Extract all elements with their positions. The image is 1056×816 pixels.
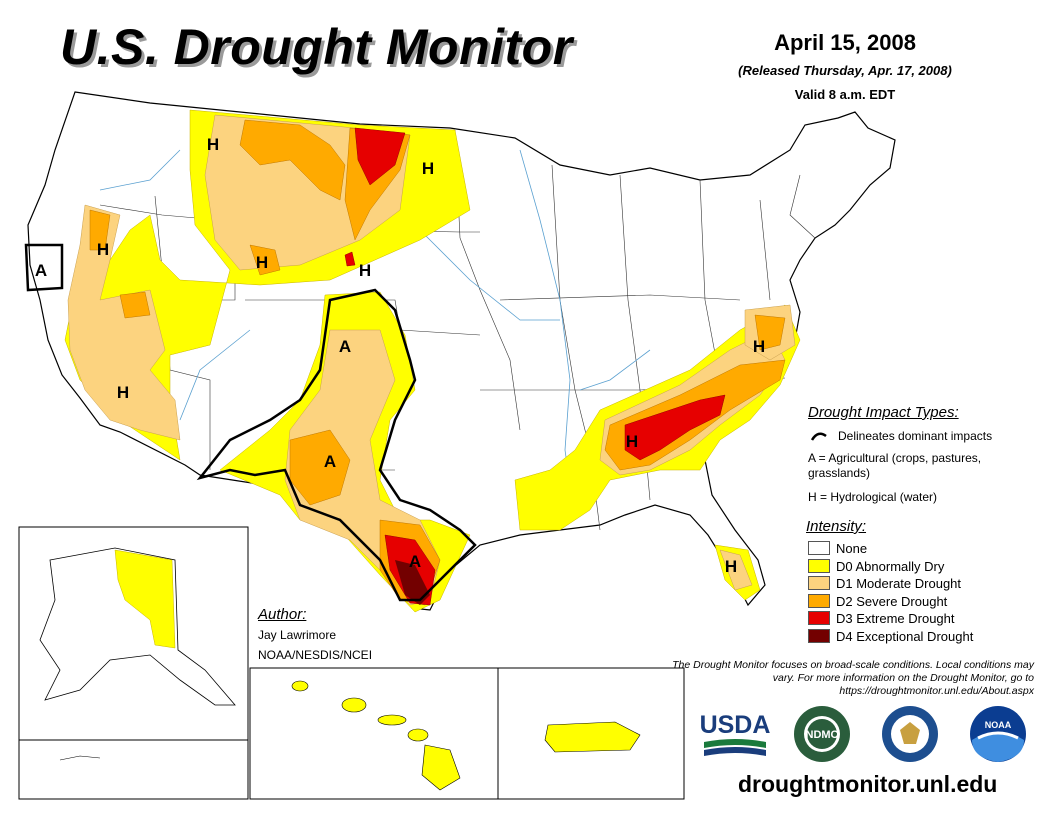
legend-item: D3 Extreme Drought <box>808 611 955 627</box>
impact-boundaries <box>24 243 477 602</box>
usda-logo: USDA <box>700 711 770 756</box>
legend-item: D2 Severe Drought <box>808 593 948 610</box>
impact-label: H <box>753 337 765 356</box>
impact-hydrological: H = Hydrological (water) <box>808 490 938 504</box>
impact-label: H <box>359 261 371 280</box>
legend-swatch <box>808 593 830 608</box>
impact-label: H <box>422 159 434 178</box>
legend-swatch <box>808 558 830 573</box>
d4-areas <box>395 560 430 605</box>
valid-time: Valid 8 a.m. EDT <box>794 87 896 102</box>
impact-label: A <box>324 452 336 471</box>
svg-text:NDMC: NDMC <box>806 729 839 741</box>
legend-label: D1 Moderate Drought <box>836 576 962 592</box>
legend-item: D0 Abnormally Dry <box>808 558 945 575</box>
commerce-seal <box>882 706 938 762</box>
ndmc-logo: NDMC <box>794 706 850 762</box>
legend-label: D3 Extreme Drought <box>836 611 955 627</box>
intensity-title: Intensity: <box>806 518 867 535</box>
impact-label: H <box>97 240 109 259</box>
impact-agricultural: A = Agricultural (crops, pastures, grass… <box>808 451 982 480</box>
alaska-d0 <box>114 549 176 649</box>
legend-swatch <box>808 541 830 555</box>
svg-text:NOAA: NOAA <box>985 720 1012 730</box>
legend-item: None <box>808 541 867 557</box>
impact-label: A <box>409 552 421 571</box>
legend-item: D1 Moderate Drought <box>808 576 961 592</box>
alaska-inset <box>18 526 249 800</box>
puerto-rico-inset <box>497 667 685 800</box>
impact-labels: H H H H H H H H H A A A A <box>35 135 765 576</box>
info-note: The Drought Monitor focuses on broad-sca… <box>672 659 1034 697</box>
page-title: U.S. Drought Monitor <box>60 19 573 75</box>
noaa-logo: NOAA <box>970 706 1026 762</box>
legend-label: D0 Abnormally Dry <box>836 558 945 574</box>
site-url: droughtmonitor.unl.edu <box>738 771 998 797</box>
legend-swatch <box>808 576 830 591</box>
legend-swatch <box>808 611 830 626</box>
legend-label: None <box>836 541 868 556</box>
impact-line-text: Delineates dominant impacts <box>838 429 993 443</box>
impact-label: H <box>256 253 268 272</box>
impact-label: H <box>725 557 737 576</box>
legend-label: D2 Severe Drought <box>836 593 948 609</box>
hawaii-inset <box>249 667 499 800</box>
impact-label: H <box>117 383 129 402</box>
impact-label: H <box>626 432 638 451</box>
svg-text:USDA: USDA <box>700 711 770 739</box>
impact-label: A <box>35 261 47 280</box>
release-date: (Released Thursday, Apr. 17, 2008) <box>738 63 952 78</box>
legend-item: D4 Exceptional Drought <box>808 629 973 645</box>
author-name: Jay Lawrimore <box>258 628 337 642</box>
alaska-outline <box>39 547 236 706</box>
legend-label: D4 Exceptional Drought <box>836 629 974 644</box>
map-date: April 15, 2008 <box>774 30 916 55</box>
impact-types-title: Drought Impact Types: <box>808 404 959 421</box>
impact-label: H <box>207 135 219 154</box>
impact-line-sample <box>810 432 827 441</box>
author-title: Author: <box>258 606 307 623</box>
author-org: NOAA/NESDIS/NCEI <box>258 648 373 662</box>
legend-swatch <box>808 629 830 643</box>
impact-label: A <box>339 337 351 356</box>
